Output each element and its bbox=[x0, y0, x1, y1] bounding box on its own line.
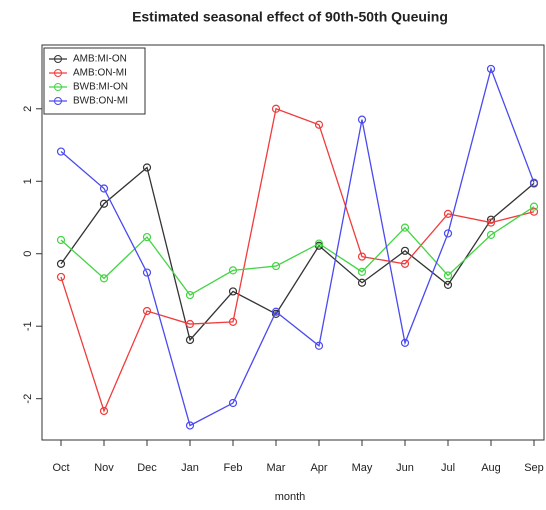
point bbox=[56, 272, 66, 282]
point bbox=[486, 218, 496, 227]
point bbox=[400, 338, 410, 347]
x-tick-label: Feb bbox=[224, 462, 243, 474]
point bbox=[400, 246, 410, 255]
point bbox=[271, 261, 281, 271]
point bbox=[357, 267, 367, 276]
point bbox=[142, 268, 152, 277]
series-line bbox=[60, 206, 535, 296]
point bbox=[228, 398, 238, 408]
x-tick-label: Jul bbox=[441, 462, 455, 474]
legend: AMB:MI-ON AMB:ON-MI BWB:MI-ON BWB:ON-MI bbox=[43, 47, 146, 115]
x-tick-label: Aug bbox=[481, 462, 501, 474]
point bbox=[443, 229, 453, 238]
chart-title: Estimated seasonal effect of 90th-50th Q… bbox=[132, 9, 448, 25]
point bbox=[228, 266, 238, 275]
point bbox=[486, 64, 496, 74]
x-tick-label: Mar bbox=[267, 462, 286, 474]
point bbox=[443, 280, 453, 289]
point bbox=[529, 207, 539, 216]
point bbox=[228, 287, 238, 296]
point bbox=[400, 223, 410, 232]
x-tick-label: Oct bbox=[52, 462, 69, 474]
point bbox=[271, 307, 281, 316]
point bbox=[99, 199, 109, 208]
legend-marker bbox=[54, 55, 62, 63]
legend-label: AMB:MI-ON bbox=[73, 54, 127, 65]
point bbox=[99, 184, 109, 193]
legend-marker bbox=[54, 69, 62, 77]
point bbox=[228, 317, 238, 326]
plot-frame bbox=[41, 44, 545, 441]
y-tick-label: 1 bbox=[22, 178, 34, 184]
point bbox=[400, 259, 410, 268]
y-tick-label: -2 bbox=[22, 394, 34, 404]
point bbox=[99, 274, 109, 283]
point bbox=[142, 232, 152, 242]
legend-label: AMB:ON-MI bbox=[73, 68, 127, 79]
series-line bbox=[60, 66, 535, 427]
point bbox=[99, 406, 109, 416]
y-tick-label: -1 bbox=[22, 321, 34, 331]
x-tick-label: May bbox=[352, 462, 373, 474]
x-axis-label: month bbox=[275, 491, 306, 503]
point bbox=[56, 235, 66, 245]
x-tick-label: Jun bbox=[396, 462, 414, 474]
point bbox=[314, 120, 324, 129]
x-tick-label: Sep bbox=[524, 462, 544, 474]
point bbox=[185, 335, 195, 345]
x-tick-label: Dec bbox=[137, 462, 157, 474]
point bbox=[142, 163, 152, 172]
series-line bbox=[60, 166, 535, 342]
point bbox=[314, 341, 324, 350]
point bbox=[357, 252, 367, 261]
point bbox=[357, 278, 367, 287]
x-tick-label: Apr bbox=[310, 462, 327, 474]
point bbox=[56, 259, 66, 268]
point bbox=[443, 271, 453, 280]
point bbox=[529, 202, 539, 211]
point bbox=[142, 306, 152, 316]
legend-label: BWB:MI-ON bbox=[73, 82, 128, 93]
y-tick-label: 0 bbox=[22, 251, 34, 257]
point bbox=[185, 290, 195, 300]
legend-marker bbox=[54, 83, 62, 91]
point bbox=[185, 319, 195, 329]
point bbox=[314, 239, 324, 248]
point bbox=[185, 421, 195, 430]
x-tick-label: Nov bbox=[94, 462, 114, 474]
point bbox=[486, 230, 496, 239]
legend-marker bbox=[54, 97, 62, 105]
point bbox=[271, 104, 281, 113]
point bbox=[529, 178, 539, 187]
x-tick-label: Jan bbox=[181, 462, 199, 474]
y-tick-label: 2 bbox=[22, 106, 34, 112]
point bbox=[56, 147, 66, 156]
point bbox=[443, 209, 453, 218]
point bbox=[357, 115, 367, 124]
series-line bbox=[60, 107, 535, 413]
legend-label: BWB:ON-MI bbox=[73, 96, 128, 107]
